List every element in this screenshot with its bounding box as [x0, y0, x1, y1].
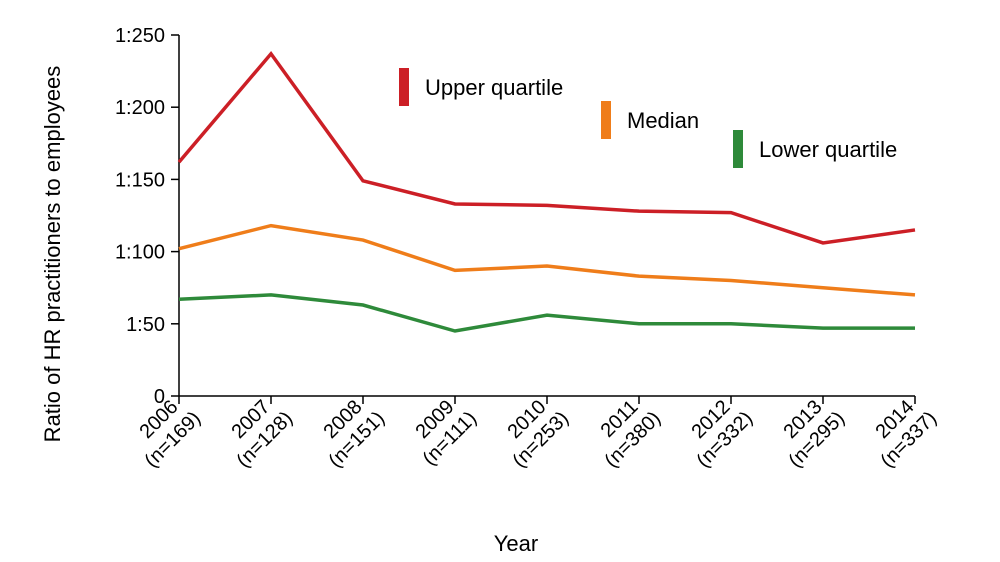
y-tick-label: 1:250 [115, 25, 165, 47]
legend: Upper quartile Median Lower quartile [399, 68, 897, 168]
x-axis-title: Year [494, 531, 538, 556]
y-axis-ticks: 0 1:50 1:100 1:150 1:200 1:250 [115, 25, 179, 408]
x-tick-label-group: 2006(n=169) [136, 396, 206, 472]
x-tick-label-group: 2007(n=128) [228, 396, 298, 472]
y-tick-label: 1:100 [115, 242, 165, 264]
x-tick-label-group: 2010(n=253) [504, 396, 574, 472]
y-axis-title: Ratio of HR practitioners to employees [40, 66, 65, 443]
x-tick-label-group: 2008(n=151) [320, 396, 390, 472]
legend-label-upper-quartile: Upper quartile [425, 75, 563, 100]
series-line-median [178, 223, 916, 297]
x-tick-label-group: 2013(n=295) [780, 396, 850, 472]
x-tick-label-group: 2014(n=337) [872, 396, 942, 472]
y-tick-label: 1:200 [115, 97, 165, 119]
x-axis-ticks: 2006(n=169) 2007(n=128) 2008(n=151) 2009(n=… [136, 396, 942, 472]
x-tick-label-group: 2011(n=380) [597, 396, 666, 472]
legend-swatch-median [601, 101, 611, 139]
legend-swatch-upper-quartile [399, 68, 409, 106]
legend-label-lower-quartile: Lower quartile [759, 137, 897, 162]
y-tick-label: 1:50 [126, 314, 165, 336]
series-line-upper-quartile [177, 50, 916, 245]
y-tick-label: 0 [154, 386, 165, 408]
x-tick-label-group: 2012(n=332) [688, 396, 758, 472]
legend-swatch-lower-quartile [733, 130, 743, 168]
series-lines [177, 50, 916, 333]
legend-label-median: Median [627, 108, 699, 133]
y-tick-label: 1:150 [115, 169, 165, 191]
x-tick-label-group: 2009(n=111) [412, 396, 482, 470]
series-line-lower-quartile [178, 293, 915, 333]
